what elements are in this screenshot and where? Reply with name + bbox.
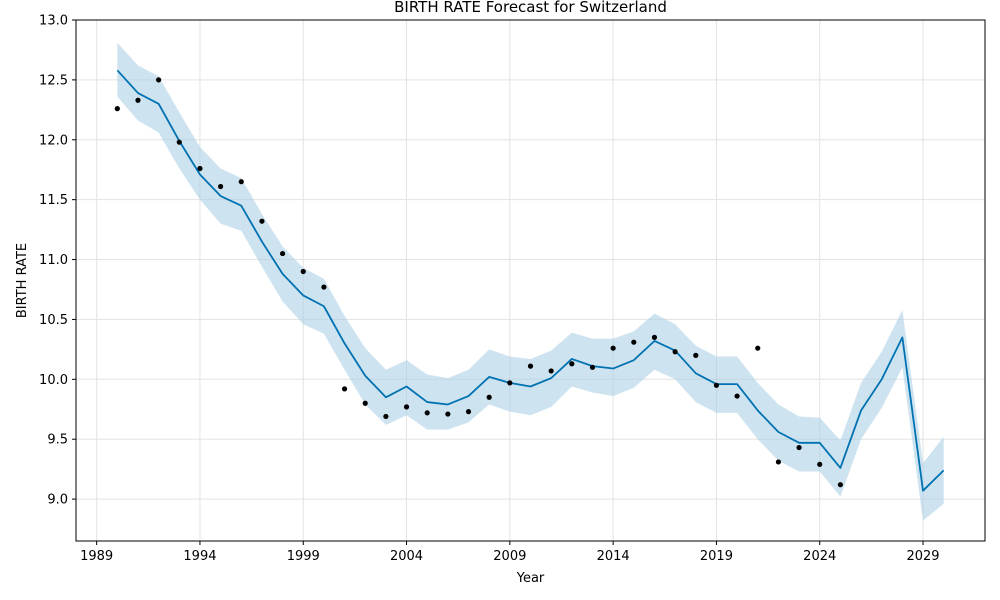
actual-data-point (569, 361, 575, 367)
x-tick-label: 2029 (906, 549, 939, 564)
actual-data-point (238, 179, 244, 185)
y-tick-label: 13.0 (39, 14, 68, 29)
actual-data-point (362, 400, 368, 406)
actual-data-point (424, 410, 430, 416)
x-tick-label: 1999 (287, 549, 320, 564)
actual-data-point (114, 106, 120, 112)
actual-data-point (610, 345, 616, 351)
actual-data-point (403, 404, 410, 410)
x-tick-label: 1989 (80, 549, 113, 564)
actual-data-point (279, 250, 286, 257)
actual-data-point (589, 364, 596, 370)
y-tick-label: 9.0 (47, 493, 68, 508)
actual-data-point (465, 409, 472, 415)
actual-data-point (817, 461, 823, 467)
actual-data-point (259, 218, 265, 224)
actual-data-point (548, 368, 554, 374)
actual-data-point (176, 139, 182, 145)
x-tick-label: 2009 (493, 549, 526, 564)
x-tick-label: 2014 (597, 549, 630, 564)
confidence-interval-band (117, 42, 944, 521)
x-tick-label: 2019 (700, 549, 733, 564)
actual-data-point (321, 284, 327, 290)
confidence-interval-layer (117, 42, 944, 521)
actual-data-point (527, 363, 534, 369)
actual-data-point (197, 165, 203, 172)
y-tick-label: 12.5 (39, 73, 68, 88)
actual-data-point (507, 380, 513, 386)
y-tick-label: 11.0 (39, 253, 68, 268)
actual-points-layer (114, 77, 843, 488)
y-tick-label: 11.5 (39, 193, 68, 208)
actual-data-point (755, 345, 761, 351)
actual-data-point (651, 334, 658, 340)
plot-frame (75, 19, 986, 542)
actual-data-point (156, 77, 162, 83)
y-tick-label: 10.5 (39, 313, 68, 328)
forecast-line (116, 69, 945, 492)
actual-data-point (775, 459, 782, 465)
actual-data-point (135, 97, 141, 103)
actual-data-point (341, 386, 348, 392)
y-axis-title: BIRTH RATE (15, 243, 30, 318)
actual-data-point (218, 183, 224, 190)
actual-data-point (693, 352, 699, 358)
actual-data-point (383, 413, 389, 420)
actual-data-point (300, 268, 306, 275)
x-axis-title: Year (516, 571, 545, 586)
actual-data-point (631, 339, 637, 345)
actual-data-point (672, 349, 678, 355)
x-tick-label: 2004 (390, 549, 423, 564)
y-tick-label: 10.0 (39, 373, 68, 388)
y-tick-label: 12.0 (39, 133, 68, 148)
y-axis-ticks: 9.0 9.5 10.0 10.5 11.0 11.5 12.0 12.5 13.0 (39, 14, 76, 508)
actual-data-point (486, 394, 492, 400)
actual-data-point (837, 482, 843, 488)
x-axis-ticks: 1989 1994 1999 2004 2009 2014 2019 2024 2029 (80, 541, 940, 564)
actual-data-point (713, 382, 720, 388)
chart-title: BIRTH RATE Forecast for Switzerland (394, 0, 667, 16)
actual-data-point (445, 411, 451, 417)
y-tick-label: 9.5 (47, 433, 68, 448)
x-tick-label: 2024 (803, 549, 836, 564)
forecast-line-layer (116, 69, 945, 492)
actual-data-point (796, 444, 802, 451)
actual-data-point (734, 393, 740, 399)
x-tick-label: 1994 (183, 549, 216, 564)
